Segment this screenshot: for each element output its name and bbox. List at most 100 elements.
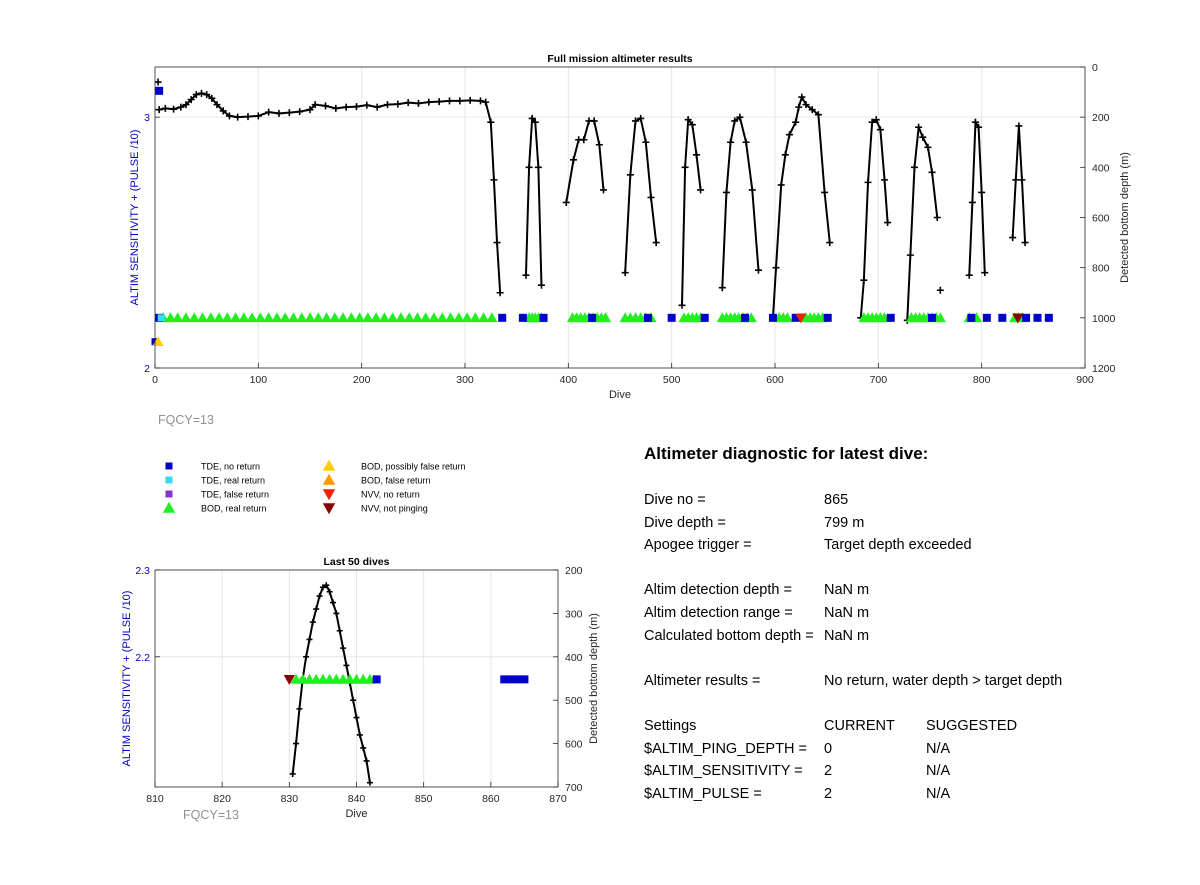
depth-point (306, 636, 313, 643)
bod-real-return-marker (312, 312, 324, 323)
depth-point (332, 104, 340, 112)
bod-real-return-marker (337, 312, 349, 323)
depth-point (373, 103, 381, 111)
y-right-tick-label: 200 (565, 565, 583, 577)
depth-point (219, 107, 227, 115)
suggested-header: SUGGESTED (926, 717, 1018, 734)
depth-point (363, 101, 371, 109)
depth-point (350, 697, 357, 704)
depth-point (928, 168, 936, 176)
legend-label: NVV, not pinging (361, 504, 428, 514)
depth-point (309, 619, 316, 626)
dive-depth-row: Dive depth = 799 m (644, 515, 1184, 538)
depth-point (915, 123, 923, 131)
depth-point (968, 198, 976, 206)
depth-point (785, 131, 793, 139)
tde-no-return-marker (928, 313, 937, 322)
depth-point (727, 138, 735, 146)
bod-real-return-marker (164, 312, 177, 323)
depth-point (244, 113, 252, 121)
bod-real-return-marker (246, 312, 258, 323)
depth-point (933, 214, 941, 221)
x-axis-label: Dive (609, 389, 631, 401)
depth-point (881, 176, 889, 184)
depth-point (1018, 176, 1026, 184)
depth-point (978, 188, 986, 196)
legend-label: TDE, real return (201, 476, 265, 486)
depth-point (562, 198, 570, 206)
results-label: Altimeter results = (644, 672, 761, 689)
altim-range-value: NaN m (824, 604, 870, 621)
tde-no-return-marker (518, 313, 527, 322)
depth-point (343, 662, 350, 669)
depth-point (285, 109, 293, 117)
depth-point (203, 91, 211, 99)
x-tick-label: 830 (281, 793, 299, 805)
tde-no-return-marker (1022, 313, 1031, 322)
nvv-no-return-marker (795, 313, 807, 324)
depth-point (316, 593, 323, 600)
tde-no-return-marker (155, 86, 164, 95)
settings-header-row: Settings CURRENT SUGGESTED (644, 718, 1184, 741)
depth-point (198, 89, 205, 97)
current-header: CURRENT (824, 717, 895, 734)
dive-depth-value: 799 m (824, 514, 865, 531)
depth-series-4 (678, 116, 705, 309)
legend-marker-triangle-up (322, 473, 336, 485)
depth-point (678, 301, 686, 309)
depth-point (477, 97, 484, 105)
depth-point (1015, 122, 1023, 130)
depth-point (528, 114, 536, 122)
depth-line (906, 126, 939, 321)
bod-real-return-marker (320, 312, 333, 323)
x-tick-label: 800 (973, 374, 991, 386)
depth-point (781, 151, 789, 159)
depth-point (802, 101, 810, 109)
bod-real-return-marker (205, 312, 217, 323)
y-right-tick-label: 1000 (1092, 313, 1116, 325)
tde-no-return-marker (588, 313, 597, 322)
dive-no-value: 865 (824, 492, 849, 508)
depth-point (570, 156, 577, 164)
depth-point (777, 181, 785, 189)
bod-real-return-marker (469, 312, 481, 323)
depth-point (340, 645, 347, 652)
x-tick-label: 840 (348, 793, 366, 805)
apogee-value: Target depth exceeded (824, 537, 972, 554)
depth-point (731, 117, 739, 125)
depth-point (213, 101, 221, 109)
depth-point (814, 111, 822, 119)
depth-point (599, 186, 607, 194)
depth-point-isolated (936, 286, 944, 294)
legend-entry-4: BOD, possibly false return (322, 459, 466, 472)
depth-point (404, 99, 412, 107)
sensitivity-suggested: N/A (926, 763, 951, 780)
depth-point (363, 757, 370, 764)
bod-real-return-marker (230, 312, 242, 323)
depth-point (792, 118, 800, 126)
depth-point (688, 121, 696, 129)
depth-series-2 (562, 117, 607, 206)
depth-point (821, 188, 829, 196)
depth-point (876, 126, 884, 134)
sensitivity-label: $ALTIM_SENSITIVITY = (644, 763, 803, 780)
legend-label: TDE, false return (201, 490, 269, 500)
depth-point (697, 186, 705, 194)
tde-no-return-marker (513, 675, 522, 684)
depth-point (919, 133, 927, 141)
pulse-row: $ALTIM_PULSE = 2 N/A (644, 786, 1184, 809)
depth-point (1012, 176, 1020, 184)
bod-real-return-marker (387, 312, 399, 323)
calc-bottom-row: Calculated bottom depth = NaN m (644, 628, 1184, 651)
altim-depth-value: NaN m (824, 582, 870, 599)
y-right-axis-label: Detected bottom depth (m) (1119, 152, 1131, 283)
depth-series-9 (965, 118, 989, 279)
depth-point (808, 106, 816, 114)
tde-no-return-marker (967, 313, 976, 322)
y-right-tick-label: 600 (1092, 213, 1110, 225)
tde-real-return-marker (157, 314, 165, 322)
depth-line (859, 118, 889, 318)
bod-real-return-marker (420, 312, 432, 323)
depth-point (795, 103, 803, 111)
altim-depth-label: Altim detection depth = (644, 582, 792, 599)
